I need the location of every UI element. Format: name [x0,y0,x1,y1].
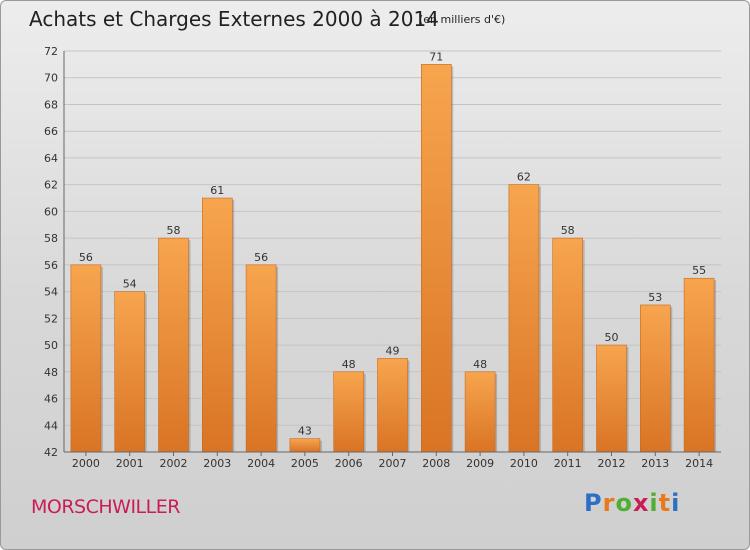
value-label: 55 [692,264,706,277]
x-tick-label: 2010 [510,457,538,470]
x-tick-label: 2011 [554,457,582,470]
value-label: 56 [79,251,93,264]
bar-2006 [333,371,365,453]
bar-2005 [289,438,321,453]
y-tick-label: 46 [44,393,58,406]
y-tick-label: 50 [44,339,58,352]
chart-title: Achats et Charges Externes 2000 à 2014 [29,7,439,31]
bar-2001 [114,291,145,453]
value-label: 58 [561,224,575,237]
value-label: 48 [473,358,487,371]
y-tick-label: 58 [44,232,58,245]
value-label: 48 [342,358,356,371]
y-tick-label: 44 [44,419,58,432]
y-tick-label: 60 [44,205,58,218]
x-tick-label: 2013 [641,457,669,470]
bar-2000 [70,264,102,453]
value-label: 43 [298,425,312,438]
value-label: 50 [605,331,619,344]
bar-2004 [245,264,277,453]
x-tick-label: 2009 [466,457,494,470]
value-label: 53 [648,291,662,304]
bar-2012 [596,344,627,453]
x-tick-label: 2014 [685,457,713,470]
commune-name: MORSCHWILLER [31,496,180,518]
x-tick-label: 2008 [422,457,450,470]
bar-2011 [552,237,584,453]
x-tick-label: 2003 [203,457,231,470]
y-tick-label: 68 [44,98,58,111]
y-tick-label: 62 [44,179,58,192]
proxiti-logo[interactable]: Proxiti [584,489,681,517]
bar-2007 [377,358,408,453]
bar-layer: 56 54 58 61 56 43 48 49 71 48 62 58 50 53 55 [70,50,717,453]
bar-2008 [420,64,452,453]
x-tick-label: 2005 [291,457,319,470]
x-tick-label: 2012 [598,457,626,470]
bar-2013 [639,304,671,453]
chart-subtitle: (en milliers d'€) [419,13,506,26]
bar-2009 [464,371,496,453]
x-tick-label: 2001 [116,457,144,470]
x-tick-label: 2000 [72,457,100,470]
value-label: 49 [386,344,400,357]
y-tick-label: 64 [44,152,58,165]
bar-2010 [508,184,540,453]
y-tick-label: 70 [44,72,58,85]
y-tick-label: 54 [44,286,58,299]
x-tick-label: 2004 [247,457,275,470]
value-label: 56 [254,251,268,264]
x-tick-label: 2002 [160,457,188,470]
value-label: 61 [210,184,224,197]
value-label: 71 [429,50,443,63]
y-tick-label: 56 [44,259,58,272]
y-tick-label: 66 [44,125,58,138]
x-tick-label: 2006 [335,457,363,470]
bar-2014 [683,277,715,453]
value-label: 62 [517,171,531,184]
y-tick-label: 72 [44,45,58,58]
x-tick-label: 2007 [379,457,407,470]
bar-2002 [158,237,189,453]
axis-layer: 42 44 46 48 50 52 54 56 58 60 62 64 66 68 70 72 2000 2001… [44,45,721,470]
value-label: 58 [167,224,181,237]
y-tick-label: 52 [44,312,58,325]
value-label: 54 [123,278,137,291]
bar-2003 [202,197,233,453]
y-tick-label: 48 [44,366,58,379]
y-tick-label: 42 [44,446,58,459]
